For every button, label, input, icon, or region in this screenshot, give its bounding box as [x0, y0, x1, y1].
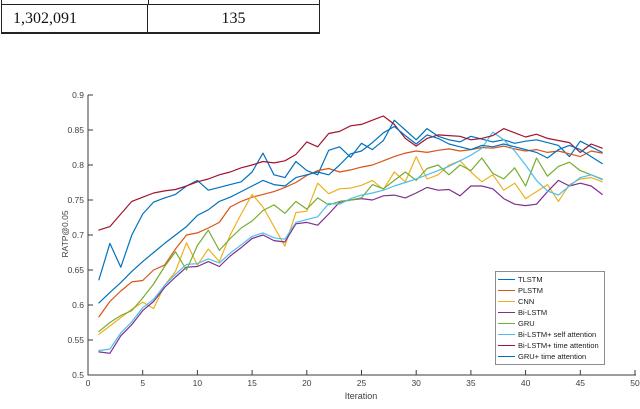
y-tick-label: 0.75 [67, 195, 84, 205]
chart-legend: TLSTM PLSTM CNN Bi-LSTM GRU Bi-LSTM+ self att… [495, 271, 605, 365]
x-tick-label: 5 [140, 378, 145, 388]
y-tick-label: 0.7 [72, 230, 84, 240]
legend-label: Bi-LSTM+ time attention [518, 341, 599, 350]
legend-line-swatch [498, 323, 515, 324]
legend-label: CNN [518, 297, 535, 306]
legend-item: Bi-LSTM [498, 307, 604, 318]
x-tick-label: 40 [521, 378, 531, 388]
table-row: 1,302,091 135 [2, 5, 319, 34]
data-table-fragment: 1,302,091 135 [1, 0, 320, 34]
legend-line-swatch [498, 345, 515, 346]
legend-item: TLSTM [498, 274, 604, 285]
table-cell-count: 135 [221, 9, 246, 27]
y-tick-label: 0.85 [67, 125, 84, 135]
legend-item: Bi-LSTM+ time attention [498, 340, 604, 351]
series-line-gru-time-attention [98, 125, 603, 304]
legend-label: TLSTM [518, 275, 543, 284]
series-line-bi-lstm-time-attention [98, 115, 603, 231]
legend-line-swatch [498, 279, 515, 280]
legend-line-swatch [498, 301, 515, 302]
x-tick-label: 20 [302, 378, 312, 388]
legend-item: PLSTM [498, 285, 604, 296]
legend-label: Bi-LSTM+ self attention [518, 330, 597, 339]
legend-line-swatch [498, 334, 515, 335]
legend-label: PLSTM [518, 286, 544, 295]
legend-label: GRU [518, 319, 535, 328]
y-tick-label: 0.6 [72, 300, 84, 310]
table-cutoff-row [2, 0, 319, 5]
legend-item: CNN [498, 296, 604, 307]
table-cell-total: 1,302,091 [2, 5, 148, 32]
series-line-tlstm [98, 119, 603, 281]
series-line-bi-lstm-self-attention [98, 131, 603, 352]
x-tick-label: 45 [576, 378, 586, 388]
ratp-line-chart: 0.5 0.55 0.6 0.65 0.7 0.75 0.8 0.85 0.9 0 5 10 15 20 2… [0, 50, 640, 409]
legend-line-swatch [498, 312, 515, 313]
x-tick-label: 30 [411, 378, 421, 388]
y-tick-label: 0.65 [67, 265, 84, 275]
legend-label: GRU+ time attention [518, 352, 587, 361]
x-tick-label: 50 [630, 378, 640, 388]
legend-line-swatch [498, 356, 515, 357]
x-tick-label: 15 [247, 378, 257, 388]
legend-item: Bi-LSTM+ self attention [498, 329, 604, 340]
x-tick-label: 0 [86, 378, 91, 388]
y-axis-label: RATP@0.05 [60, 210, 70, 258]
series-line-plstm [98, 145, 603, 318]
series-line-cnn [98, 156, 603, 335]
series-line-gru [98, 157, 603, 333]
legend-label: Bi-LSTM [518, 308, 548, 317]
y-tick-label: 0.9 [72, 90, 84, 100]
legend-item: GRU [498, 318, 604, 329]
x-tick-label: 25 [357, 378, 367, 388]
legend-item: GRU+ time attention [498, 351, 604, 362]
x-tick-label: 10 [193, 378, 203, 388]
x-axis-label: Iteration [344, 391, 378, 401]
legend-line-swatch [498, 290, 515, 291]
x-tick-label: 35 [466, 378, 476, 388]
y-tick-label: 0.8 [72, 160, 84, 170]
y-tick-label: 0.55 [67, 335, 84, 345]
y-tick-label: 0.5 [72, 370, 84, 380]
